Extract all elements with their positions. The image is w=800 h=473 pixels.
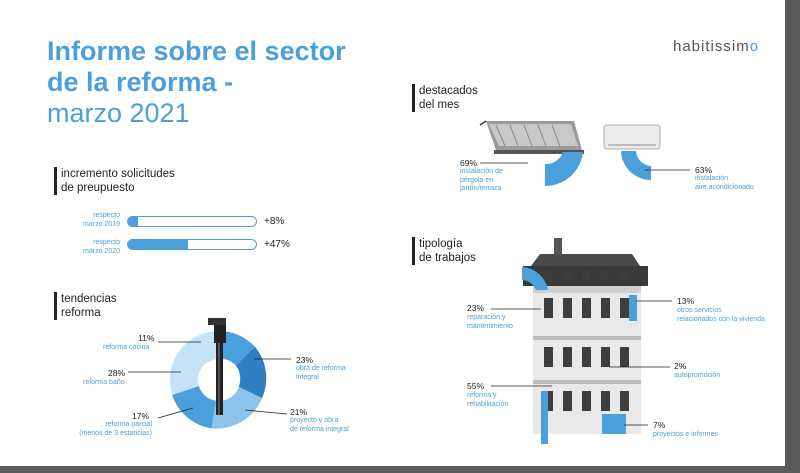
- progress-fill-2019: [128, 217, 139, 226]
- wrench-icon: [208, 318, 226, 415]
- tipologia-pct-proyectos: 7%: [653, 420, 666, 430]
- report-title: Informe sobre el sector de la reforma - …: [47, 36, 346, 129]
- destacados-label-pergola: instalación de pérgola en jardín/terraza: [460, 168, 503, 192]
- tipologia-label-autopromocion: autopromoción: [674, 372, 721, 379]
- aire-ring: [621, 151, 651, 181]
- report-page: Informe sobre el sector de la reforma - …: [0, 0, 785, 466]
- tipologia-label-proyectos: proyectos e informes: [653, 431, 718, 438]
- donut-segment-integral: [235, 346, 267, 399]
- house-accent-base: [602, 414, 626, 434]
- title-line-1: Informe sobre el sector: [47, 36, 346, 66]
- tipologia-label-otros: otros servicios relacionados con la vivi…: [677, 307, 765, 323]
- tendencias-label-bano: reforma baño: [83, 379, 125, 386]
- donut-segment-bano: [169, 330, 219, 395]
- tipologia-label-reparacion: reparación y mantenimiento: [467, 314, 513, 330]
- house-window: [582, 347, 591, 367]
- donut-segment-parcial: [172, 386, 216, 429]
- tendencias-pct-bano: 28%: [108, 368, 126, 378]
- air-conditioner-icon: [603, 124, 661, 150]
- donut-segment-proyecto: [211, 386, 262, 429]
- house-window: [544, 347, 553, 367]
- house-window: [601, 270, 609, 279]
- section-heading-destacados: destacados del mes: [412, 84, 478, 112]
- house-window: [544, 298, 553, 318]
- destacados-label-aire: instalación aire acondicionado: [695, 175, 754, 191]
- destacados-pct-aire: 63%: [695, 165, 713, 175]
- house-window: [601, 347, 610, 367]
- pergola-ring: [545, 152, 583, 187]
- bar-label-2020: respecto marzo 2020: [83, 239, 120, 255]
- tipologia-pct-reparacion: 23%: [467, 303, 485, 313]
- progress-fill-2020: [128, 240, 189, 249]
- house-window: [582, 391, 591, 411]
- house-window: [620, 391, 629, 411]
- house-accent-column: [629, 295, 637, 321]
- house-accent-arc: [522, 267, 548, 290]
- title-line-2: de la reforma -: [47, 67, 234, 97]
- tipologia-pct-autopromocion: 2%: [674, 361, 687, 371]
- house-window: [601, 298, 610, 318]
- section-heading-tendencias: tendencias reforma: [54, 292, 117, 320]
- destacados-pct-pergola: 69%: [460, 158, 478, 168]
- house-window: [620, 298, 629, 318]
- tipologia-pct-reforma: 55%: [467, 381, 485, 391]
- tendencias-pct-parcial: 17%: [132, 411, 150, 421]
- house-window: [544, 391, 553, 411]
- house-window: [601, 391, 610, 411]
- donut-segment-cocina: [219, 331, 255, 366]
- bar-label-2019: respecto marzo 2019: [83, 212, 120, 228]
- house-window: [563, 298, 572, 318]
- tendencias-pct-proyecto: 21%: [290, 407, 308, 417]
- house-window: [620, 270, 628, 279]
- tendencias-label-integral: obra de reforma integral: [296, 365, 346, 381]
- tipologia-label-reforma: reforma y rehabilitación: [467, 392, 509, 408]
- house-window: [563, 270, 571, 279]
- title-line-3: marzo 2021: [47, 98, 190, 128]
- house-window: [582, 270, 590, 279]
- progress-bar-2020: [127, 239, 257, 250]
- bar-value-2020: +47%: [264, 239, 290, 250]
- tendencias-label-proyecto: proyecto y obra de reforma integral: [290, 417, 349, 433]
- house-window: [563, 391, 572, 411]
- section-heading-solicitudes: incremento solicitudes de preupuesto: [54, 167, 175, 195]
- house-accent-left: [541, 391, 548, 444]
- house-window: [582, 298, 591, 318]
- house-window: [620, 347, 629, 367]
- bar-value-2019: +8%: [264, 216, 285, 227]
- awning-icon: [479, 120, 584, 154]
- illustrations: [128, 120, 690, 444]
- tendencias-label-parcial: reforma parcial (menos de 3 estancias): [79, 421, 152, 437]
- tendencias-label-cocina: reforma cocina: [103, 344, 150, 351]
- house-window: [544, 270, 552, 279]
- progress-bar-2019: [127, 216, 257, 227]
- tendencias-pct-cocina: 11%: [138, 333, 155, 343]
- brand-logo: habitissimo: [673, 38, 760, 55]
- tipologia-pct-otros: 13%: [677, 296, 695, 306]
- tendencias-pct-integral: 23%: [296, 355, 314, 365]
- section-heading-tipologia: tipología de trabajos: [412, 237, 476, 265]
- house-window: [563, 347, 572, 367]
